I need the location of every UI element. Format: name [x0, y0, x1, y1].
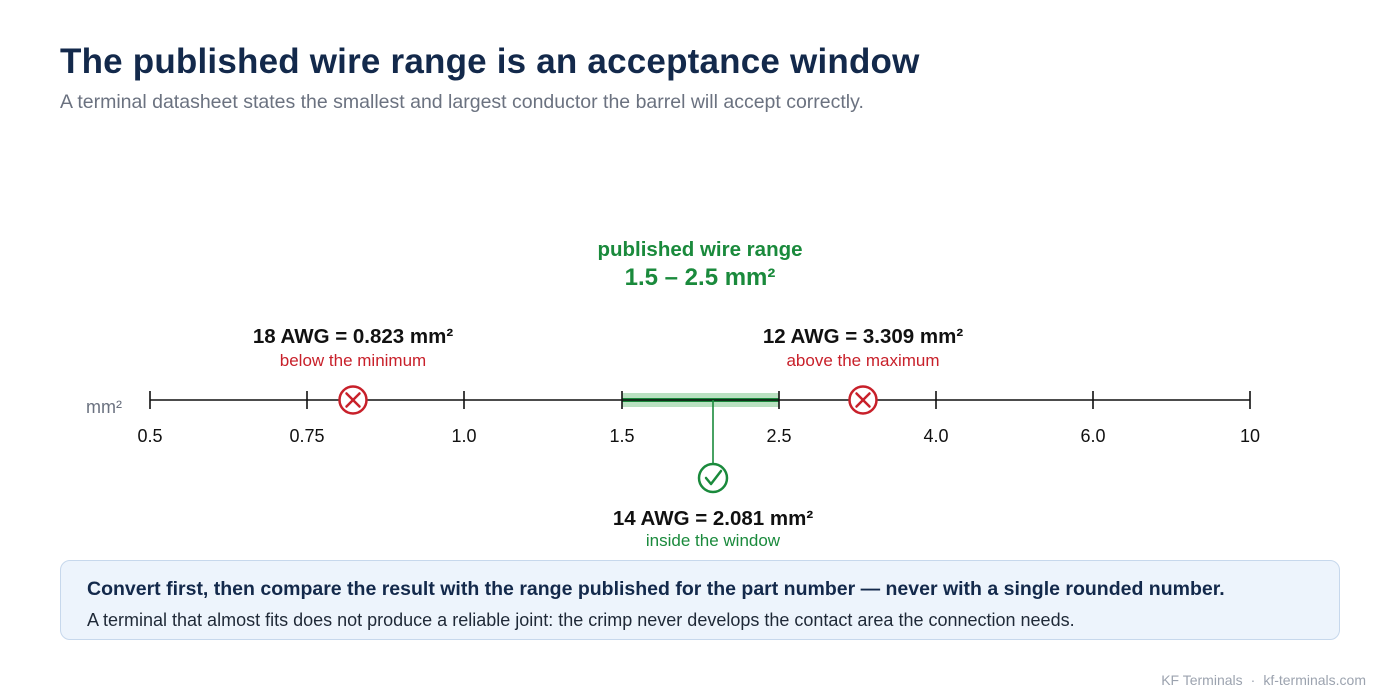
tick-label: 10 [1240, 426, 1260, 446]
tick-1: 0.75 [289, 391, 325, 446]
marker-status: inside the window [646, 531, 781, 550]
page-title: The published wire range is an acceptanc… [60, 42, 920, 81]
tick-7: 10 [1240, 391, 1260, 446]
footer: KF Terminals · kf-terminals.com [1161, 672, 1366, 688]
tick-4: 2.5 [766, 391, 792, 446]
tick-5: 4.0 [923, 391, 949, 446]
tick-0: 0.5 [137, 391, 163, 446]
callout-headline: Convert first, then compare the result w… [87, 578, 1225, 600]
wire-range-diagram: published wire range 1.5 – 2.5 mm² mm² 0… [86, 238, 1260, 550]
tick-2: 1.0 [451, 391, 477, 446]
marker-14-awg: 14 AWG = 2.081 mm² inside the window [613, 400, 814, 550]
tick-label: 1.5 [609, 426, 634, 446]
marker-status: below the minimum [280, 351, 426, 370]
window-label: published wire range [597, 238, 802, 261]
marker-title: 18 AWG = 0.823 mm² [253, 325, 454, 348]
footer-brand: KF Terminals [1161, 672, 1243, 688]
tick-label: 0.5 [137, 426, 162, 446]
cross-circle-icon [338, 385, 368, 415]
marker-title: 14 AWG = 2.081 mm² [613, 507, 814, 530]
window-range-text: 1.5 – 2.5 mm² [625, 264, 776, 291]
axis-unit-label: mm² [86, 397, 122, 417]
marker-18-awg: 18 AWG = 0.823 mm² below the minimum [253, 325, 454, 415]
marker-status: above the maximum [786, 351, 939, 370]
tick-3: 1.5 [609, 391, 635, 446]
tick-label: 4.0 [923, 426, 948, 446]
tick-label: 2.5 [766, 426, 791, 446]
callout-body: A terminal that almost fits does not pro… [87, 610, 1075, 630]
tick-label: 0.75 [289, 426, 324, 446]
footer-separator: · [1250, 672, 1256, 688]
tick-label: 1.0 [451, 426, 476, 446]
marker-12-awg: 12 AWG = 3.309 mm² above the maximum [763, 325, 964, 415]
page-subtitle: A terminal datasheet states the smallest… [60, 91, 864, 113]
tick-label: 6.0 [1080, 426, 1105, 446]
footer-site-link[interactable]: kf-terminals.com [1263, 672, 1366, 688]
tick-6: 6.0 [1080, 391, 1106, 446]
cross-circle-icon [848, 385, 878, 415]
marker-title: 12 AWG = 3.309 mm² [763, 325, 964, 348]
callout-box: Convert first, then compare the result w… [60, 560, 1340, 640]
check-circle-icon [697, 462, 729, 494]
